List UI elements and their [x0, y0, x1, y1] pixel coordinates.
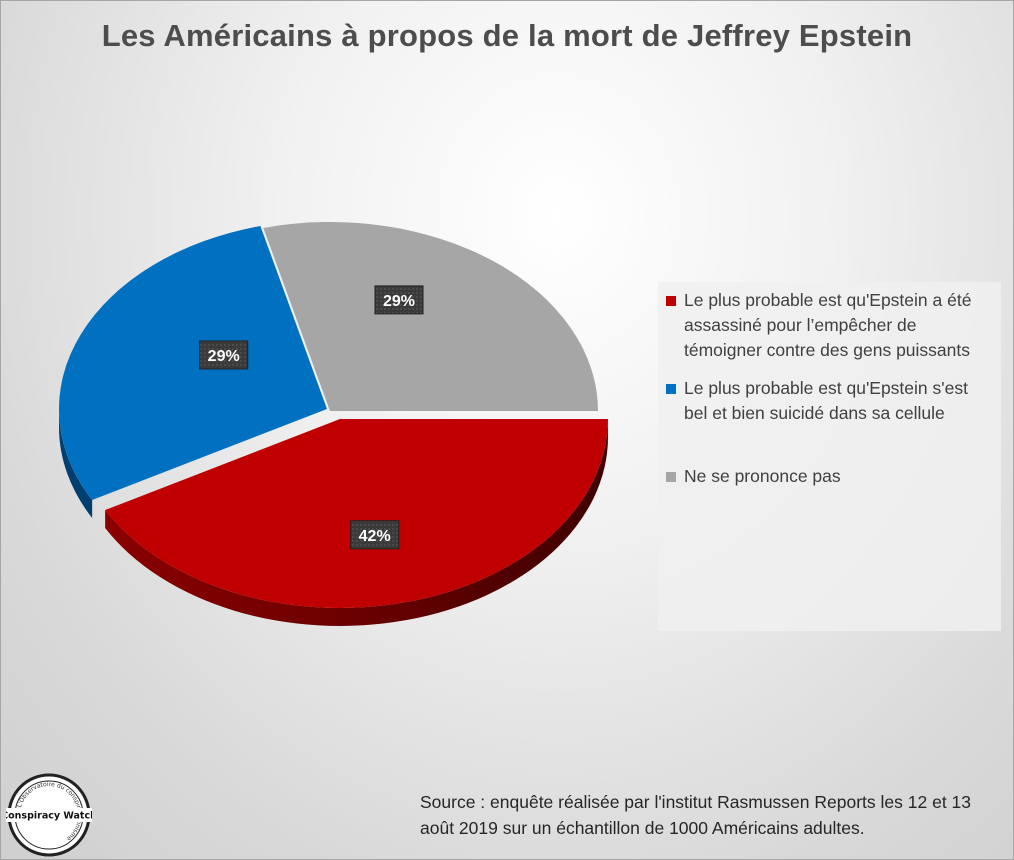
legend-label: Le plus probable est qu'Epstein a été as… — [684, 290, 972, 360]
legend-swatch — [666, 384, 676, 394]
data-label-box — [350, 520, 400, 550]
legend-label: Ne se prononce pas — [684, 466, 841, 486]
data-label: 29% — [383, 293, 415, 310]
conspiracy-watch-logo: L'Observatoire du conspirationnisme Cons… — [6, 773, 92, 857]
svg-text:Conspiracy Watch: Conspiracy Watch — [6, 811, 92, 822]
data-label-box — [199, 340, 249, 370]
legend-item-no-opinion: Ne se prononce pas — [666, 464, 993, 489]
slice-assassinated — [105, 419, 608, 609]
source-note: Source : enquête réalisée par l'institut… — [420, 792, 972, 838]
legend-swatch — [666, 296, 676, 306]
slice-suicide-side — [59, 409, 93, 519]
legend-item-suicide: Le plus probable est qu'Epstein s'est be… — [666, 376, 993, 426]
data-label: 29% — [208, 348, 240, 365]
chart-title: Les Américains à propos de la mort de Je… — [101, 18, 913, 53]
data-label-box — [374, 285, 424, 315]
slice-no-opinion — [263, 222, 598, 411]
legend: Le plus probable est qu'Epstein a été as… — [658, 282, 1001, 631]
data-label: 42% — [359, 528, 391, 545]
legend-item-assassinated: Le plus probable est qu'Epstein a été as… — [666, 288, 993, 363]
slice-suicide — [58, 225, 328, 501]
legend-swatch — [666, 472, 676, 482]
legend-label: Le plus probable est qu'Epstein s'est be… — [684, 378, 968, 423]
